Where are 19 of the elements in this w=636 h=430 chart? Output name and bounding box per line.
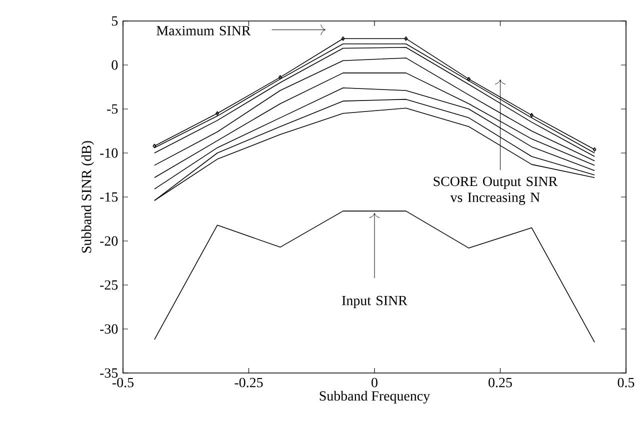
x-tick-label: 0 bbox=[372, 378, 378, 388]
x-tick-label: 0.5 bbox=[618, 378, 634, 388]
y-tick-label: -30 bbox=[100, 324, 118, 334]
y-tick-label: -5 bbox=[107, 104, 118, 114]
y-tick-label: -15 bbox=[100, 192, 118, 202]
x-axis-title: Subband Frequency bbox=[320, 390, 430, 404]
y-axis-title: Subband SINR (dB) bbox=[81, 141, 94, 253]
y-tick-label: 5 bbox=[112, 16, 118, 26]
y-tick-label: -25 bbox=[100, 280, 118, 290]
x-tick-label: -0.5 bbox=[112, 378, 134, 388]
annotation: SCORE Output SINR vs Increasing N bbox=[434, 176, 558, 205]
annotation: Maximum SINR bbox=[156, 26, 251, 36]
x-tick-label: -0.25 bbox=[234, 378, 263, 388]
y-tick-label: -20 bbox=[100, 236, 118, 246]
y-tick-label: -10 bbox=[100, 148, 118, 158]
annotation: Input SINR bbox=[342, 296, 408, 308]
y-tick-label: -35 bbox=[100, 368, 118, 378]
x-tick-label: 0.25 bbox=[488, 378, 512, 388]
y-tick-label: 0 bbox=[112, 60, 118, 70]
